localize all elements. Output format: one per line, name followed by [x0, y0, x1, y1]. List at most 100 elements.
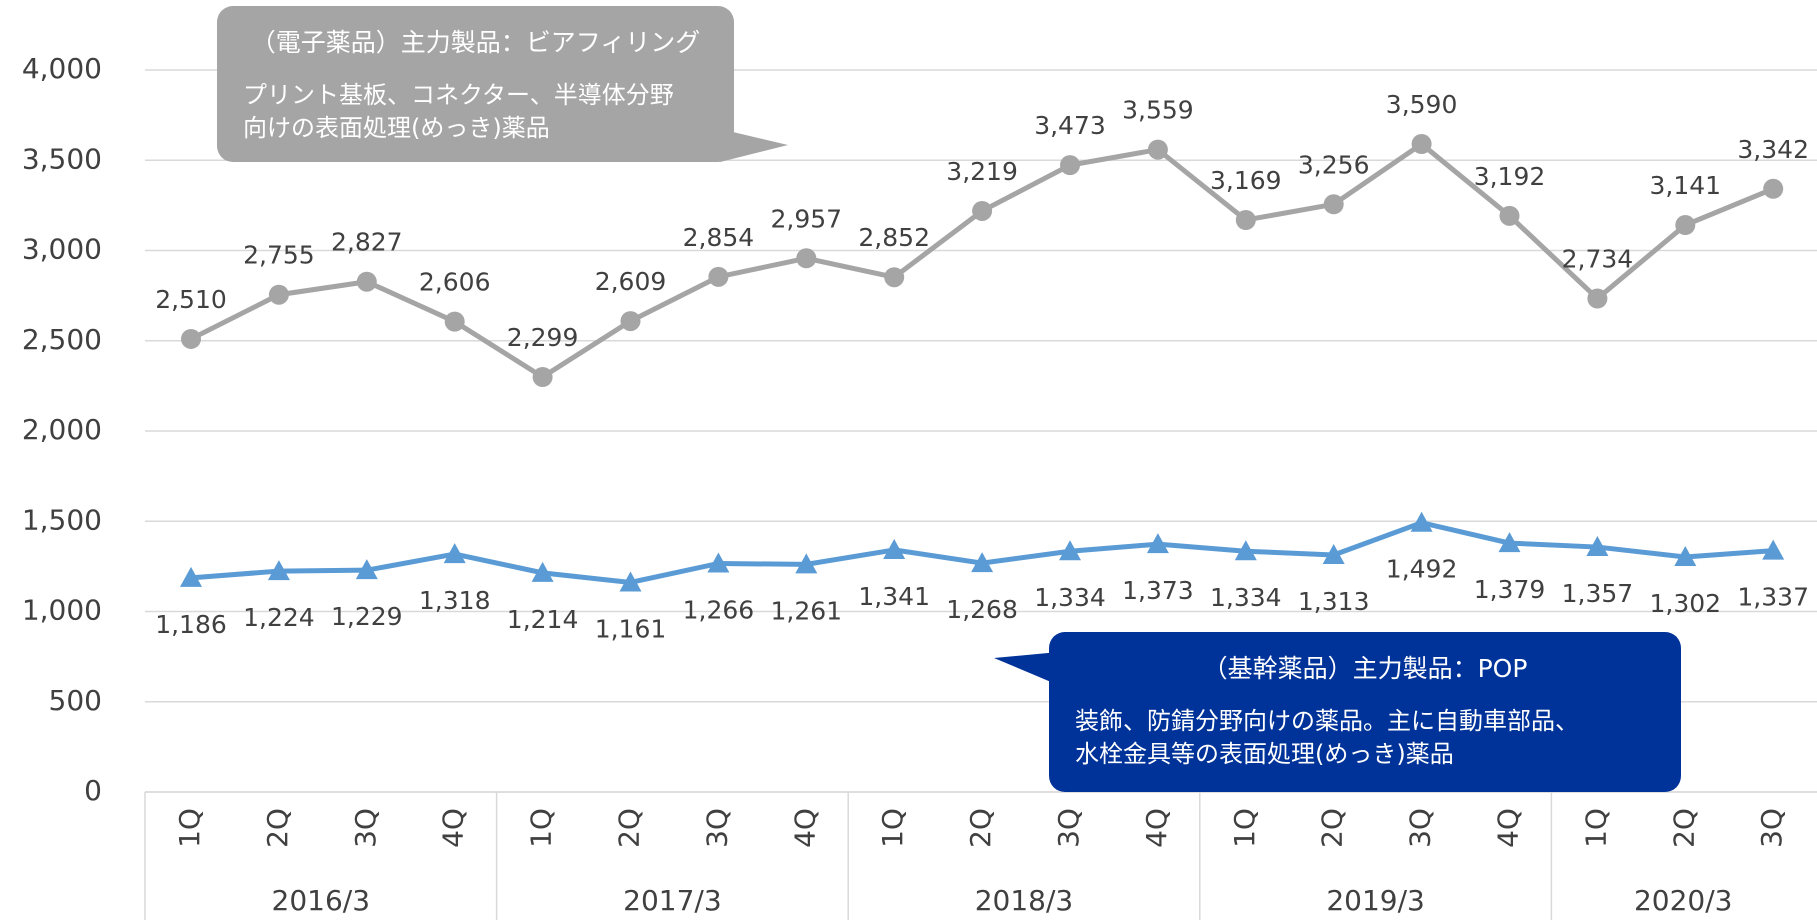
x-tick-label: 3Q: [1052, 808, 1085, 848]
data-label: 1,302: [1650, 589, 1722, 618]
data-label: 3,141: [1650, 171, 1722, 200]
x-tick-label: 4Q: [437, 808, 470, 848]
data-label: 1,224: [243, 603, 315, 632]
callout-title: （電子薬品）主力製品：ビアフィリング: [251, 28, 701, 57]
point: [1322, 544, 1345, 565]
point: [1498, 532, 1521, 553]
point: [443, 543, 466, 564]
point: [355, 559, 378, 580]
data-label: 2,609: [595, 267, 667, 296]
callout-box: [217, 6, 734, 162]
x-tick-label: 1Q: [876, 808, 909, 848]
point: [1234, 540, 1257, 561]
point: [267, 560, 290, 581]
point: [1323, 194, 1344, 215]
point: [1674, 545, 1697, 566]
data-label: 1,341: [858, 582, 930, 611]
point: [532, 367, 553, 388]
y-tick-label: 3,500: [22, 142, 102, 175]
group-label: 2016/3: [272, 884, 371, 917]
point: [1675, 215, 1696, 236]
data-label: 2,854: [683, 223, 755, 252]
data-label: 1,161: [595, 614, 667, 643]
callout-text: 向けの表面処理(めっき)薬品: [243, 114, 550, 142]
point: [795, 553, 818, 574]
data-label: 1,379: [1474, 575, 1546, 604]
data-label: 3,219: [946, 157, 1018, 186]
point: [1059, 540, 1081, 561]
y-tick-label: 1,000: [22, 594, 102, 627]
y-tick-label: 2,500: [22, 323, 102, 356]
y-tick-label: 4,000: [22, 52, 102, 85]
data-label: 2,510: [155, 285, 227, 314]
x-tick-label: 2Q: [964, 808, 997, 848]
x-tick-label: 3Q: [349, 808, 382, 848]
x-tick-label: 3Q: [700, 808, 733, 848]
point: [883, 538, 906, 559]
point: [180, 566, 202, 587]
data-label: 1,313: [1298, 587, 1370, 616]
data-label: 3,192: [1474, 162, 1546, 191]
x-tick-label: 4Q: [788, 808, 821, 848]
data-label: 1,266: [683, 595, 755, 624]
point: [1411, 134, 1432, 155]
point: [619, 571, 642, 592]
point: [1499, 205, 1520, 226]
callout: （基幹薬品）主力製品：POP 装飾、防錆分野向けの薬品。主に自動車部品、水栓金具等…: [994, 632, 1681, 792]
group-label: 2017/3: [623, 884, 722, 917]
data-label: 1,373: [1122, 576, 1194, 605]
data-label: 1,492: [1386, 555, 1458, 584]
y-tick-label: 500: [49, 684, 102, 717]
point: [972, 200, 993, 221]
data-label: 1,268: [946, 595, 1018, 624]
data-label: 3,169: [1210, 166, 1282, 195]
data-label: 1,186: [155, 610, 227, 639]
data-label: 3,256: [1298, 150, 1370, 179]
point: [1762, 539, 1785, 560]
point: [884, 267, 905, 288]
group-label: 2018/3: [975, 884, 1074, 917]
x-tick-label: 4Q: [1492, 808, 1525, 848]
data-label: 1,334: [1034, 583, 1106, 612]
x-tick-label: 3Q: [1755, 808, 1788, 848]
data-label: 1,334: [1210, 583, 1282, 612]
data-label: 3,559: [1122, 96, 1194, 125]
group-label: 2020/3: [1634, 884, 1733, 917]
x-tick-label: 4Q: [1140, 808, 1173, 848]
point: [1587, 288, 1608, 309]
data-label: 2,957: [771, 204, 843, 233]
data-label: 1,357: [1562, 579, 1634, 608]
x-tick-label: 1Q: [525, 808, 558, 848]
y-tick-label: 1,500: [22, 503, 102, 536]
data-label: 2,755: [243, 241, 315, 270]
callout-title: （基幹薬品）主力製品：POP: [1203, 654, 1528, 683]
point: [531, 561, 554, 582]
point: [620, 311, 641, 332]
x-tick-label: 1Q: [173, 808, 206, 848]
point: [1763, 178, 1784, 199]
point: [707, 552, 730, 573]
point: [1235, 209, 1256, 230]
point: [796, 248, 817, 269]
callout-text: 水栓金具等の表面処理(めっき)薬品: [1075, 740, 1454, 768]
data-label: 1,337: [1737, 583, 1809, 612]
callout-text: プリント基板、コネクター、半導体分野: [243, 81, 674, 109]
callout: （電子薬品）主力製品：ビアフィリングプリント基板、コネクター、半導体分野向けの表…: [217, 6, 788, 162]
point: [1586, 536, 1609, 557]
data-label: 1,214: [507, 605, 579, 634]
point: [181, 328, 201, 349]
point: [1410, 511, 1433, 532]
data-label: 2,852: [858, 223, 930, 252]
data-label: 2,299: [507, 323, 579, 352]
point: [356, 271, 377, 292]
point: [268, 284, 289, 305]
point: [708, 266, 729, 287]
data-label: 3,473: [1034, 111, 1106, 140]
x-tick-label: 3Q: [1404, 808, 1437, 848]
point: [444, 311, 465, 332]
point: [971, 552, 994, 573]
data-label: 2,606: [419, 268, 491, 297]
x-tick-label: 1Q: [1228, 808, 1261, 848]
data-label: 1,261: [771, 596, 843, 625]
point: [1146, 533, 1169, 554]
